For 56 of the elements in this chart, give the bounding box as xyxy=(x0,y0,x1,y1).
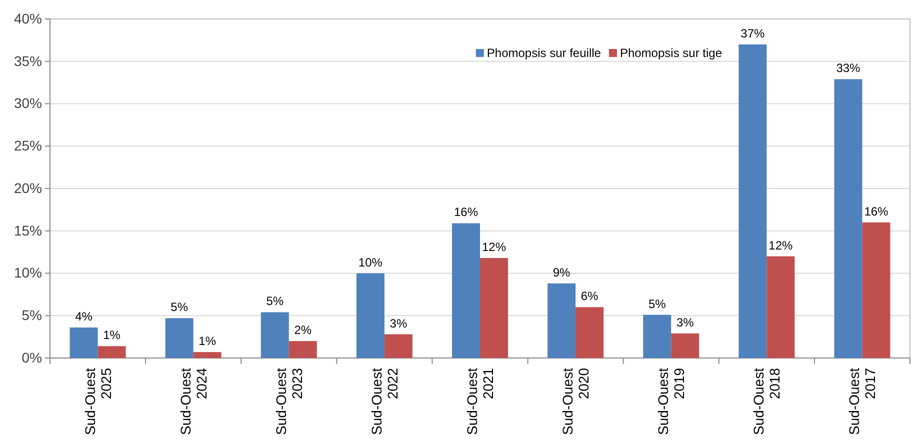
x-tick-label: Sud-Ouest 2018 xyxy=(750,368,783,435)
data-label: 33% xyxy=(836,61,861,76)
bar xyxy=(766,256,795,358)
bar xyxy=(738,44,767,358)
y-tick-label: 25% xyxy=(14,138,42,154)
bar xyxy=(452,223,480,358)
bar xyxy=(384,334,412,358)
bar xyxy=(576,307,604,358)
x-tick-label: Sud-Ouest 2024 xyxy=(177,368,210,435)
bar xyxy=(671,333,700,358)
y-tick-label: 35% xyxy=(14,52,42,69)
legend-label: Phomopsis sur feuille xyxy=(486,46,602,60)
y-tick-label: 40% xyxy=(14,10,42,26)
x-tick-label: Sud-Ouest 2019 xyxy=(655,368,688,435)
x-tick-label: Sud-Ouest 2023 xyxy=(272,368,305,435)
y-tick-label: 30% xyxy=(14,95,42,112)
data-label: 6% xyxy=(580,289,599,304)
y-tick-label: 20% xyxy=(14,180,42,196)
x-tick-label: Sud-Ouest 2021 xyxy=(464,368,496,435)
bar xyxy=(98,346,126,358)
bar xyxy=(165,318,194,358)
y-tick-label: 0% xyxy=(22,349,42,366)
bar xyxy=(834,79,862,358)
bar xyxy=(643,314,672,358)
bar xyxy=(193,352,222,358)
data-label: 12% xyxy=(482,240,506,254)
data-label: 4% xyxy=(75,309,93,324)
data-label: 1% xyxy=(198,334,216,348)
x-tick-label: Sud-Ouest 2025 xyxy=(82,368,114,435)
data-label: 16% xyxy=(864,204,889,218)
bar xyxy=(260,312,289,358)
data-label: 9% xyxy=(552,265,571,280)
x-tick-label: Sud-Ouest 2017 xyxy=(846,368,878,435)
data-label: 12% xyxy=(768,238,793,252)
bar xyxy=(548,283,576,358)
data-label: 3% xyxy=(390,316,408,330)
y-tick-label: 10% xyxy=(14,264,42,281)
data-label: 16% xyxy=(454,205,478,220)
data-label: 5% xyxy=(266,294,284,308)
data-label: 5% xyxy=(170,300,188,314)
y-tick-label: 5% xyxy=(22,307,42,324)
bar xyxy=(480,258,508,358)
legend-label: Phomopsis sur tige xyxy=(620,46,722,60)
bar xyxy=(288,341,317,358)
data-label: 1% xyxy=(103,328,121,342)
data-label: 5% xyxy=(648,296,666,311)
data-label: 10% xyxy=(358,255,383,270)
data-label: 3% xyxy=(676,315,694,330)
y-tick-label: 15% xyxy=(14,222,42,238)
data-label: 2% xyxy=(294,323,312,338)
x-tick-label: Sud-Ouest 2022 xyxy=(368,368,400,435)
data-label: 37% xyxy=(740,26,765,40)
bar xyxy=(356,273,384,358)
bar xyxy=(70,327,98,358)
bar xyxy=(862,222,890,358)
x-tick-label: Sud-Ouest 2020 xyxy=(560,368,592,435)
